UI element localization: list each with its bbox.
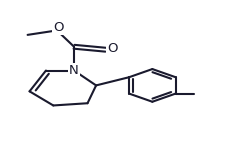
Text: O: O bbox=[53, 21, 63, 34]
Text: O: O bbox=[108, 42, 118, 56]
Text: N: N bbox=[69, 64, 79, 77]
